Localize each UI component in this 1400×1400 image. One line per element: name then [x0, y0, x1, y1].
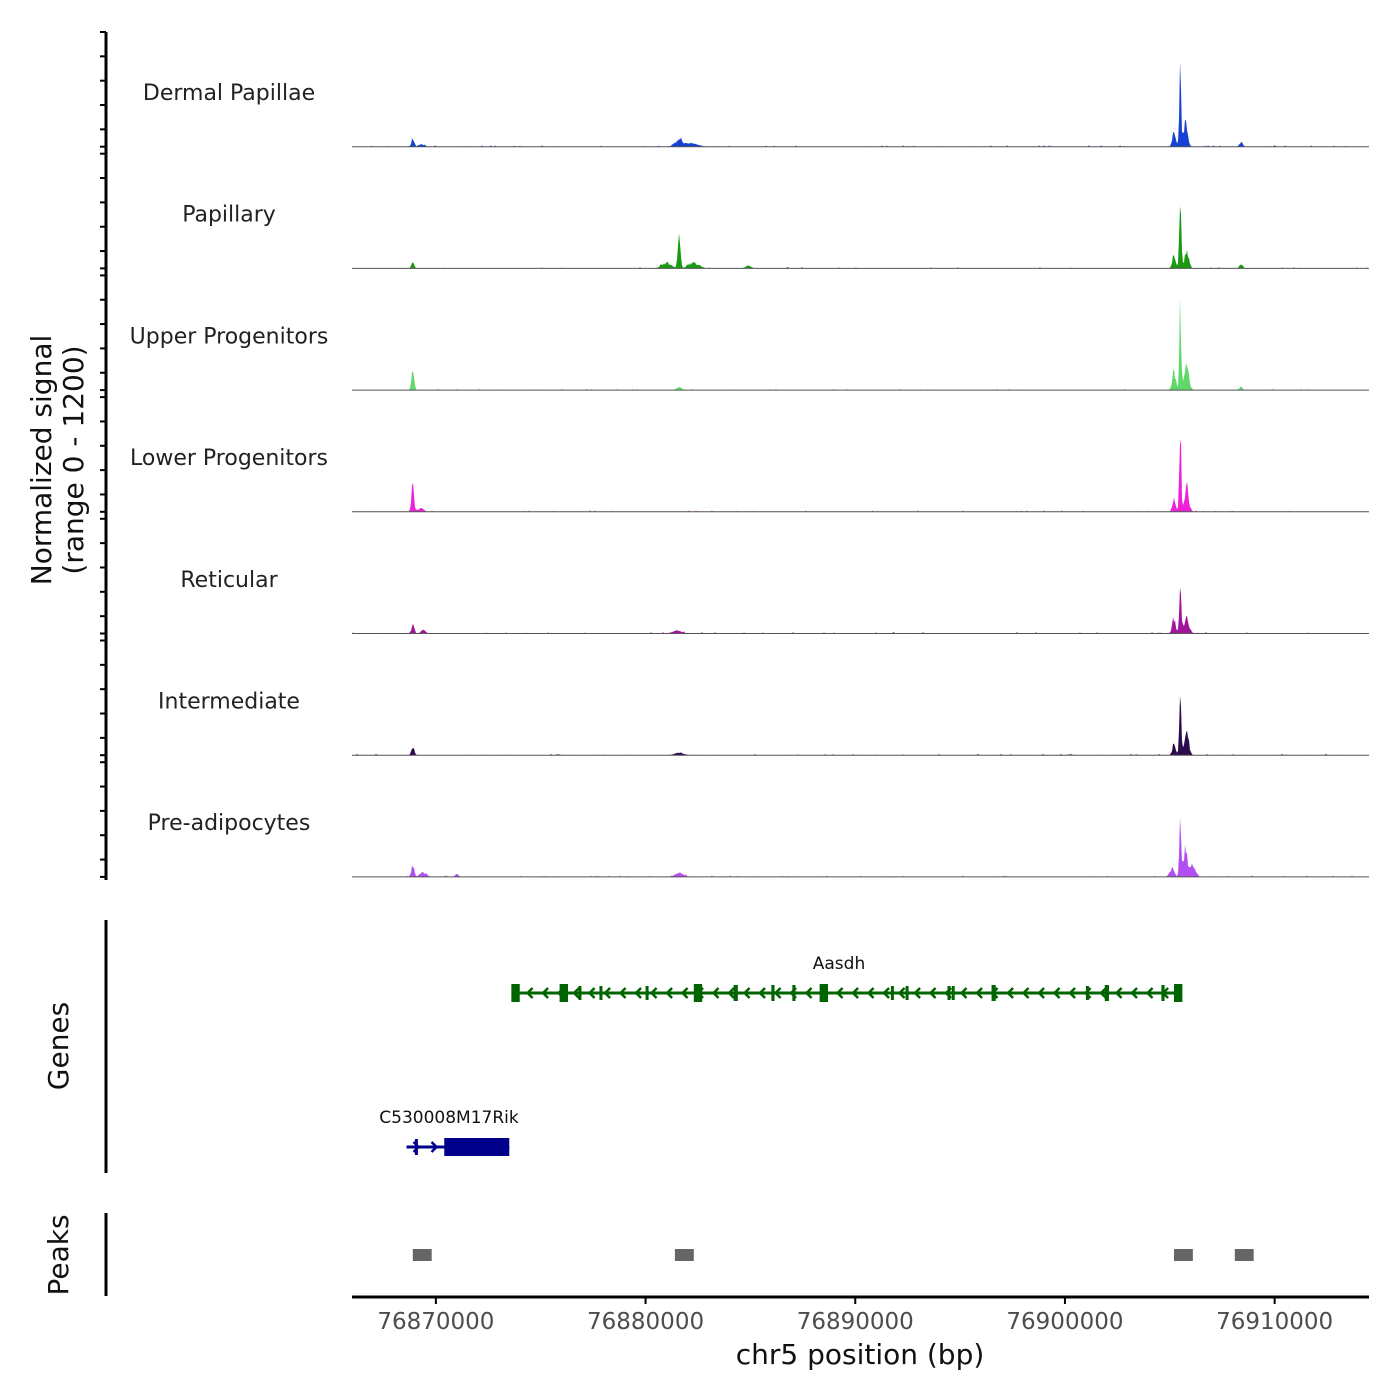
x-tick-label: 76870000 — [377, 1309, 494, 1335]
coverage-area-intermediate — [352, 696, 1369, 755]
exon-aasdh — [952, 986, 955, 1000]
x-tick-label: 76910000 — [1216, 1309, 1333, 1335]
exon-c530008m17rik — [444, 1138, 509, 1156]
exon-aasdh — [1086, 986, 1089, 1000]
coverage-area-reticular — [352, 588, 1369, 634]
coverage-area-papillary — [352, 206, 1369, 268]
exon-aasdh — [560, 984, 568, 1002]
exon-aasdh — [578, 986, 581, 1000]
gene-label-aasdh: Aasdh — [813, 954, 865, 974]
genome-track-figure: Dermal Papillae Papillary Upper Progenitor… — [0, 0, 1400, 1400]
exon-aasdh — [992, 985, 996, 1001]
y-axis-title: Normalized signal — [25, 335, 58, 586]
track-label-upper-progenitors: Upper Progenitors — [130, 324, 329, 349]
track-label-lower-progenitors: Lower Progenitors — [130, 446, 328, 471]
track-label-papillary: Papillary — [182, 203, 276, 228]
gene-label-c530008m17rik: C530008M17Rik — [379, 1108, 519, 1128]
genes-panel-title: Genes — [42, 1002, 75, 1090]
x-axis: 76870000 76880000 76890000 76900000 76910000 — [377, 1297, 1333, 1335]
exon-aasdh — [948, 986, 951, 1000]
exon-aasdh — [1161, 985, 1164, 1001]
coverage-area-upper-progenitors — [352, 297, 1369, 390]
coverage-area-dermal-papillae — [352, 62, 1369, 146]
peaks-panel-title: Peaks — [42, 1214, 75, 1295]
coverage-tracks — [352, 62, 1369, 877]
peak-region — [1174, 1249, 1193, 1261]
exon-aasdh — [820, 984, 828, 1002]
exon-aasdh — [734, 985, 738, 1001]
peaks-panel — [413, 1249, 1254, 1261]
exon-aasdh — [1174, 984, 1182, 1002]
track-label-dermal-papillae: Dermal Papillae — [143, 81, 315, 106]
exon-aasdh — [511, 984, 519, 1002]
genes-panel: Aasdh C530008M17Rik — [379, 954, 1182, 1156]
exon-aasdh — [771, 985, 774, 1001]
coverage-area-lower-progenitors — [352, 440, 1369, 512]
exon-aasdh — [646, 986, 649, 1000]
peak-region — [413, 1249, 432, 1261]
exon-aasdh — [694, 984, 702, 1002]
exon-aasdh — [1105, 985, 1109, 1001]
exon-aasdh — [906, 986, 909, 1000]
track-label-intermediate: Intermediate — [158, 690, 300, 715]
exon-aasdh — [599, 986, 602, 1000]
exon-aasdh — [792, 985, 795, 1001]
track-label-pre-adipocytes: Pre-adipocytes — [148, 811, 311, 836]
x-axis-title: chr5 position (bp) — [736, 1338, 985, 1371]
coverage-area-pre-adipocytes — [352, 817, 1369, 877]
x-tick-label: 76900000 — [1006, 1309, 1123, 1335]
x-tick-label: 76880000 — [587, 1309, 704, 1335]
signal-y-axis — [100, 32, 106, 880]
exon-aasdh — [891, 986, 894, 1000]
track-label-reticular: Reticular — [180, 568, 278, 593]
exon-c530008m17rik — [415, 1139, 418, 1155]
x-tick-label: 76890000 — [797, 1309, 914, 1335]
y-axis-range-label: (range 0 - 1200) — [57, 345, 90, 574]
track-labels: Dermal Papillae Papillary Upper Progenitor… — [130, 81, 329, 836]
peak-region — [675, 1249, 694, 1261]
peak-region — [1235, 1249, 1254, 1261]
